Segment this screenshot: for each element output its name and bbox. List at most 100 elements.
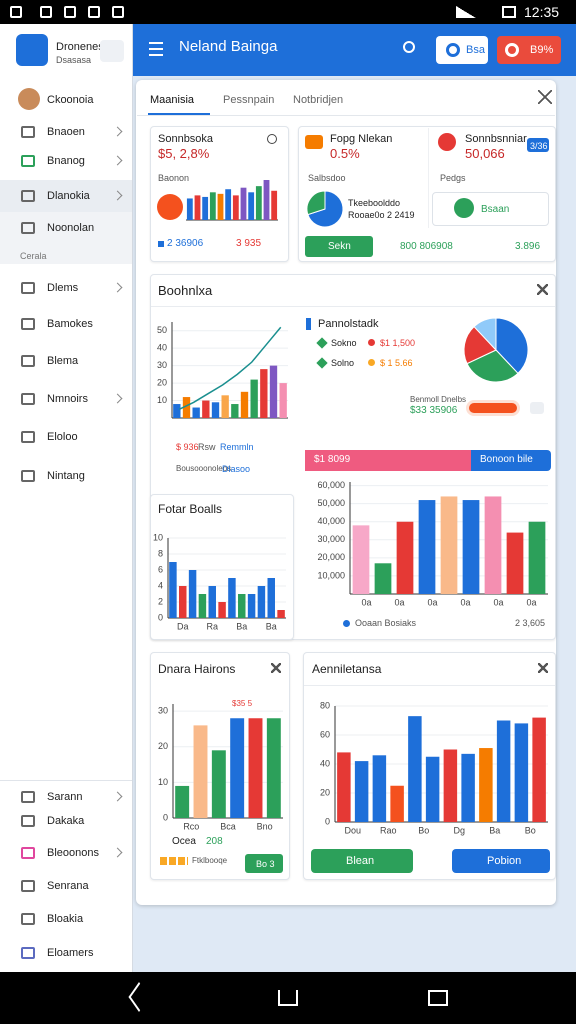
- header-button[interactable]: [436, 36, 488, 64]
- progress-value: $33 35906: [410, 405, 458, 416]
- close-icon[interactable]: [537, 284, 548, 295]
- search-icon[interactable]: [403, 41, 415, 53]
- legend-label: Solno: [331, 358, 355, 368]
- status-icon: [64, 6, 76, 18]
- status-icon: [10, 6, 22, 18]
- app-title: Neland Bainga: [179, 38, 278, 55]
- progress-label: Benmoll Dnelbs: [410, 395, 467, 404]
- legend-swatch: [158, 241, 164, 247]
- nav-item[interactable]: Nintang: [47, 470, 85, 482]
- nav-item[interactable]: Bnanog: [47, 155, 85, 167]
- legend-label: Sokno: [331, 338, 357, 348]
- nav-item[interactable]: Eloamers: [47, 947, 94, 959]
- legend-value: 2 3,605: [515, 618, 546, 628]
- nav-item[interactable]: Eloloo: [47, 431, 78, 443]
- value-label: $35 5: [232, 699, 253, 708]
- pie-label: Tkeeboolddo: [348, 198, 401, 208]
- nav-icon: [21, 947, 35, 959]
- button-label[interactable]: Sekn: [328, 241, 351, 252]
- card-icon: [438, 133, 456, 151]
- status-icon: [40, 6, 52, 18]
- card-title: Aenniletansa: [312, 662, 382, 676]
- card-title: Sonnbsoka: [158, 133, 214, 145]
- nav-item[interactable]: Dakaka: [47, 815, 85, 827]
- legend-label: Ftklbooqe: [192, 856, 228, 865]
- app-logo[interactable]: [16, 34, 48, 66]
- user-avatar: [18, 88, 40, 110]
- button-label[interactable]: Bsa: [466, 44, 485, 56]
- nav-icon: [21, 913, 35, 925]
- tab-underline: [148, 113, 210, 115]
- badge: [527, 138, 549, 152]
- action-button[interactable]: [311, 849, 413, 873]
- legend-label: Dlasoo: [222, 464, 251, 474]
- user-name[interactable]: Ckoonoia: [47, 94, 94, 106]
- nav-item[interactable]: Dlanokia: [47, 190, 90, 202]
- nav-icon: [21, 470, 35, 482]
- card-divider: [428, 128, 429, 228]
- section-label: Cerala: [20, 251, 47, 261]
- button-label[interactable]: B9%: [530, 44, 554, 56]
- nav-icon: [21, 222, 35, 234]
- legend-title: Pannolstadk: [318, 318, 379, 330]
- card-button[interactable]: [245, 854, 283, 873]
- legend-star: [160, 857, 188, 865]
- nav-item[interactable]: Sarann: [47, 791, 83, 803]
- home-button[interactable]: [278, 990, 298, 1006]
- tab[interactable]: Pessnpain: [223, 94, 275, 106]
- edit-button[interactable]: [100, 40, 124, 62]
- card-label: Baonon: [158, 173, 190, 183]
- nav-icon: [21, 880, 35, 892]
- tab[interactable]: Maanisia: [150, 94, 195, 106]
- button-label[interactable]: Pobion: [487, 855, 522, 867]
- nav-item[interactable]: Noonolan: [47, 222, 95, 234]
- app-name: Dronenes: [56, 41, 104, 53]
- nav-item[interactable]: Blema: [47, 355, 79, 367]
- action-button[interactable]: [452, 849, 550, 873]
- card-title: Fopg Nlekan: [330, 133, 393, 145]
- nav-icon: [21, 355, 35, 367]
- close-icon[interactable]: [538, 90, 552, 104]
- tab-divider: [137, 115, 555, 116]
- band-left: [305, 450, 471, 471]
- tab[interactable]: Notbridjen: [293, 94, 344, 106]
- button-label[interactable]: Blean: [346, 855, 375, 867]
- card-title: Sonnbsnniar: [465, 133, 527, 145]
- legend-value: $1 1,500: [380, 338, 416, 348]
- legend-label: Remmln: [220, 442, 254, 452]
- pie-label: Rooae0o 2 2419: [348, 210, 415, 220]
- progress-bar: [466, 400, 520, 416]
- chart-card: [303, 652, 556, 880]
- chart-decoration: [157, 194, 183, 220]
- nav-icon: [21, 282, 35, 294]
- nav-item[interactable]: Bloakia: [47, 913, 84, 925]
- menu-icon-line: [149, 42, 163, 44]
- sidebar-divider: [0, 780, 132, 781]
- nav-item[interactable]: Bleoonons: [47, 847, 99, 859]
- nav-icon: [21, 155, 35, 167]
- band-right: [471, 450, 551, 471]
- nav-item[interactable]: Bamokes: [47, 318, 93, 330]
- nav-icon: [21, 431, 35, 443]
- card-footer: 3 935: [236, 238, 262, 249]
- nav-item[interactable]: Senrana: [47, 880, 89, 892]
- close-icon[interactable]: [271, 663, 281, 673]
- nav-item[interactable]: Dlems: [47, 282, 79, 294]
- card-title: Dnara Hairons: [158, 662, 236, 676]
- legend-label: Ooaan Bosiaks: [355, 618, 417, 628]
- list-item-box[interactable]: [432, 192, 549, 226]
- close-icon[interactable]: [538, 663, 548, 673]
- legend-label: $ 936: [176, 442, 199, 452]
- nav-item[interactable]: Nmnoirs: [47, 393, 88, 405]
- card-button[interactable]: [305, 236, 373, 257]
- clock-icon: [267, 134, 277, 144]
- button-label[interactable]: Bo 3: [256, 859, 275, 869]
- card-title: Boohnlxa: [158, 283, 213, 298]
- battery-icon: [502, 6, 516, 18]
- nav-item[interactable]: Bnaoen: [47, 126, 85, 138]
- item-icon: [454, 198, 474, 218]
- recents-button[interactable]: [428, 990, 448, 1006]
- nav-icon: [21, 318, 35, 330]
- card-footer: 800 806908: [400, 241, 453, 252]
